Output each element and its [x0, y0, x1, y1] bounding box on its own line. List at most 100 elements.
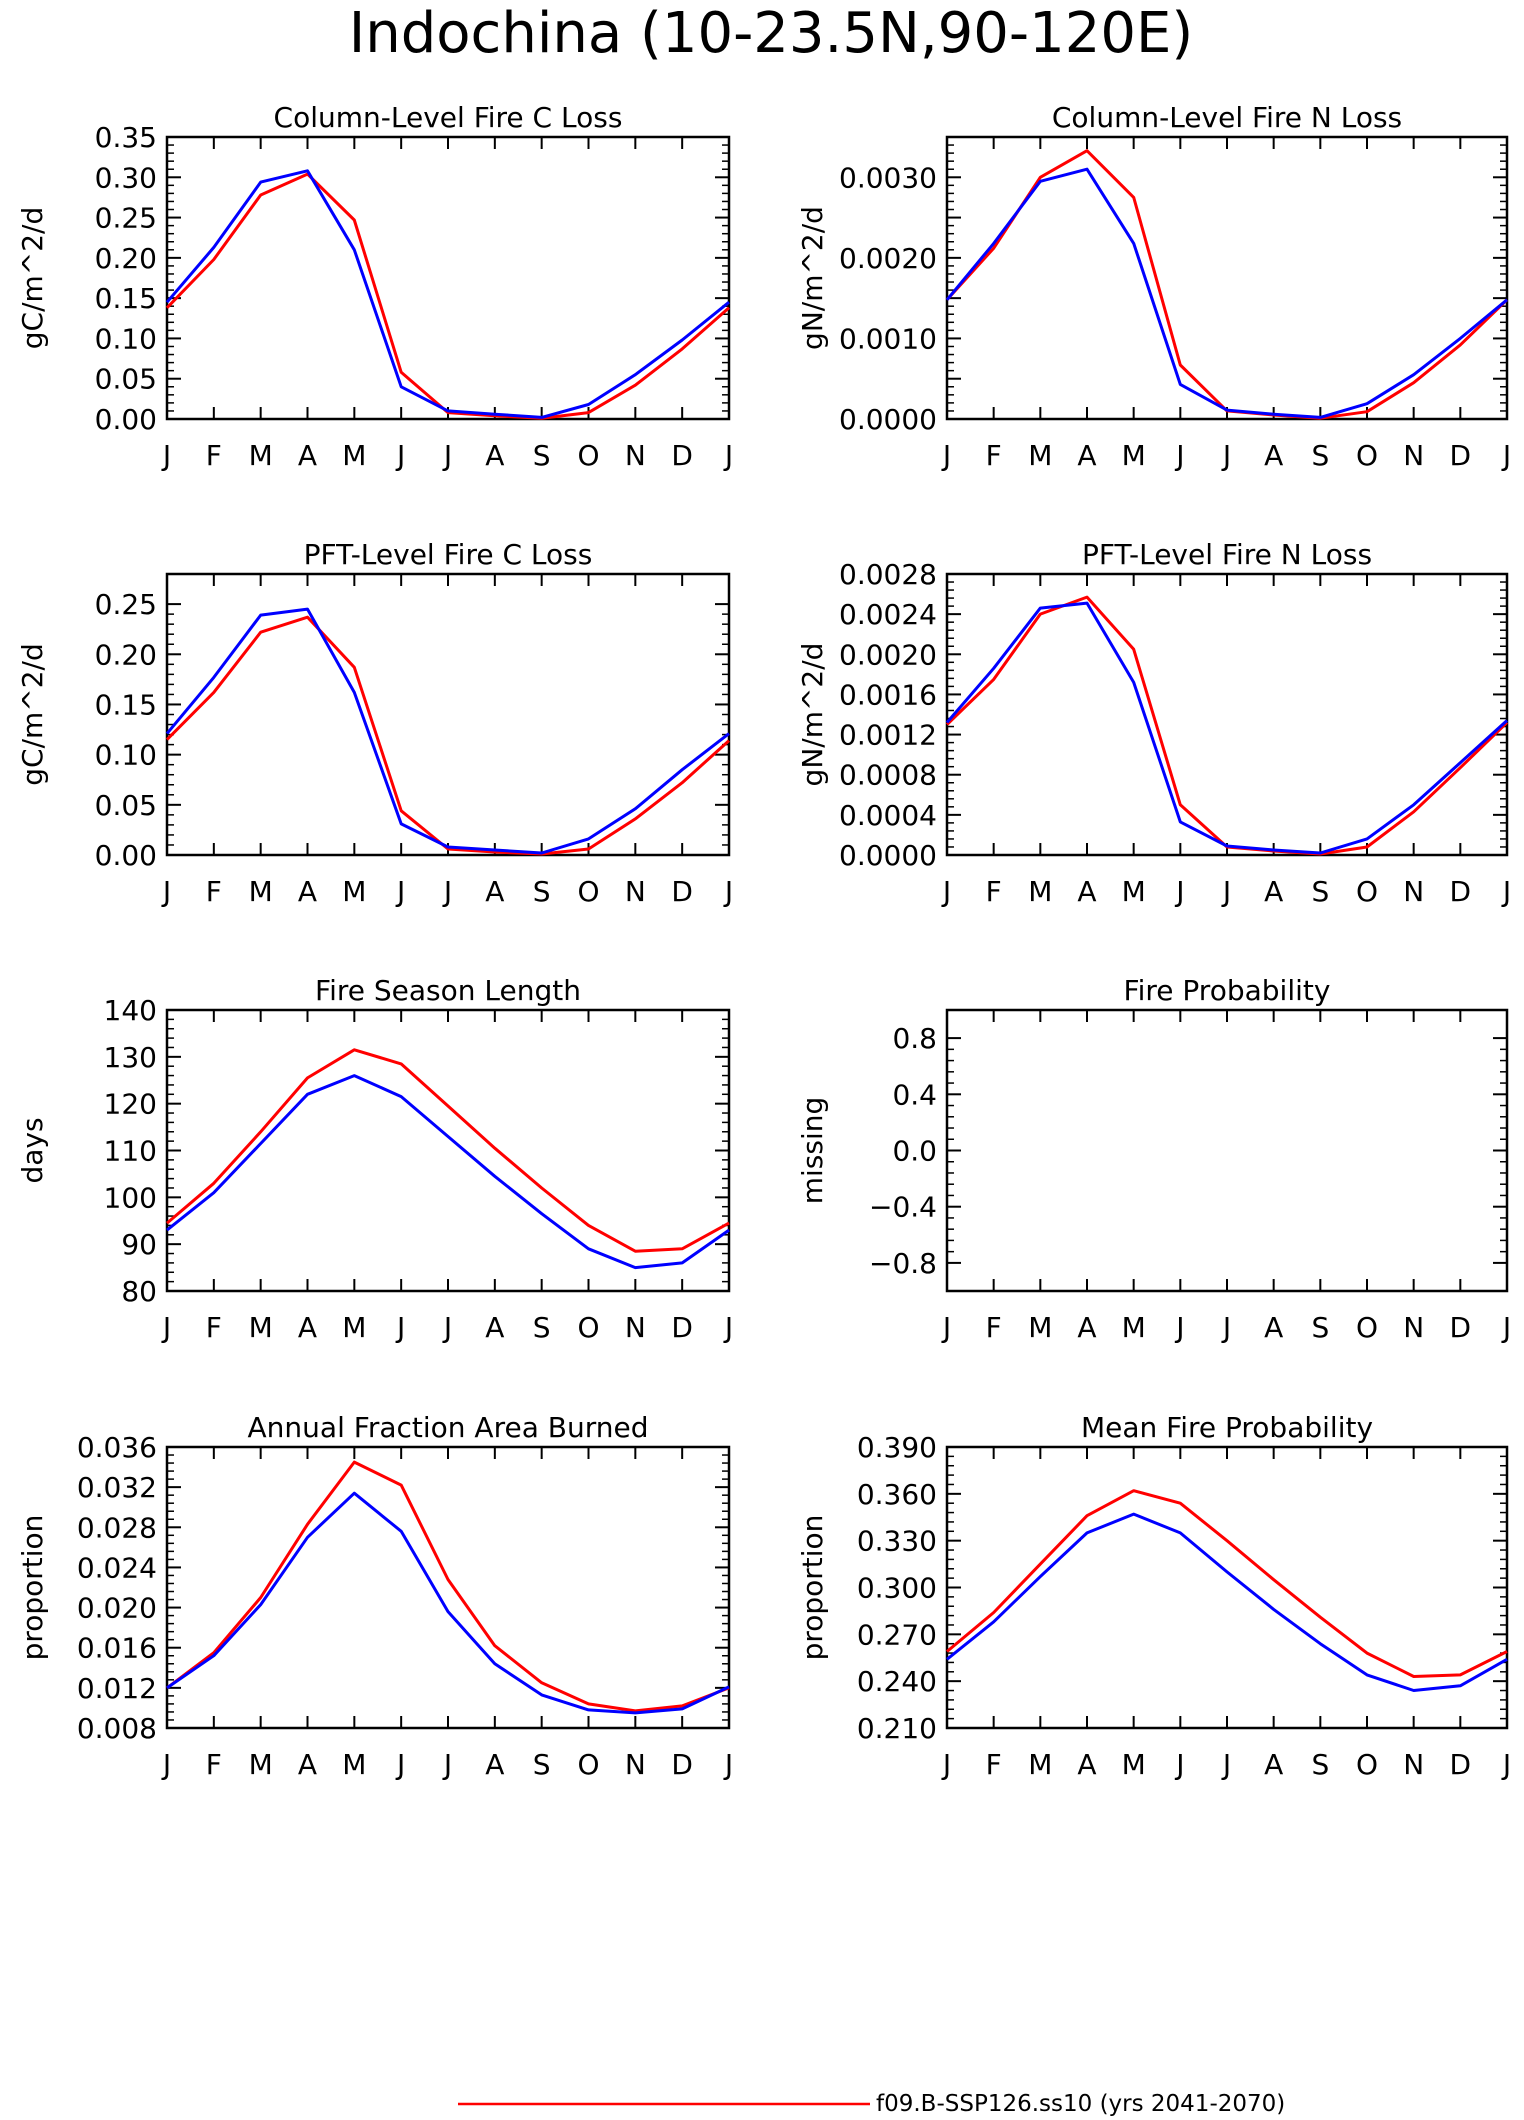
x-tick-label: A [485, 439, 504, 472]
x-tick-label: M [342, 1748, 366, 1781]
x-tick-label: A [298, 1748, 317, 1781]
legend-label: f09.B-SSP126.ss10 (yrs 2041-2070) [876, 2091, 1285, 2117]
plot-frame [945, 572, 1509, 857]
x-tick-label: M [1122, 439, 1146, 472]
x-tick-label: J [723, 1748, 733, 1781]
series-line [946, 1512, 1508, 1692]
y-axis-label: missing [796, 1097, 829, 1205]
x-tick-label: S [533, 1748, 551, 1781]
x-tick-label: S [1311, 1748, 1329, 1781]
y-axis-label: gN/m^2/d [796, 643, 829, 787]
chart-title: Column-Level Fire N Loss [1052, 101, 1402, 134]
x-tick-label: A [485, 1311, 504, 1344]
x-tick-label: J [1221, 875, 1231, 908]
y-tick-label: 0.028 [77, 1511, 157, 1544]
y-tick-label: 0.0004 [839, 799, 937, 832]
y-tick-label: 0.0024 [839, 598, 937, 631]
y-tick-label: 0.240 [857, 1665, 937, 1698]
x-tick-label: A [298, 1311, 317, 1344]
chart-title: PFT-Level Fire C Loss [304, 538, 593, 571]
x-tick-label: J [161, 875, 171, 908]
y-tick-label: −0.8 [869, 1247, 937, 1280]
x-tick-label: D [1450, 1311, 1472, 1344]
x-tick-label: J [1501, 1748, 1511, 1781]
y-tick-label: 140 [104, 994, 157, 1027]
series-line [166, 1074, 730, 1270]
x-tick-label: O [1356, 1311, 1378, 1344]
x-tick-label: D [1450, 439, 1472, 472]
y-tick-label: 80 [121, 1275, 157, 1308]
y-tick-label: 0.0 [892, 1135, 937, 1168]
x-tick-label: M [1028, 439, 1052, 472]
y-axis-label: gC/m^2/d [16, 643, 49, 786]
y-tick-label: 0.024 [77, 1551, 157, 1584]
x-tick-label: J [941, 875, 951, 908]
x-tick-label: S [533, 439, 551, 472]
x-tick-label: F [986, 1311, 1002, 1344]
chart-title: Column-Level Fire C Loss [274, 101, 623, 134]
x-tick-label: F [986, 875, 1002, 908]
x-tick-label: J [1501, 875, 1511, 908]
x-tick-label: J [442, 1748, 452, 1781]
y-tick-label: 0.4 [892, 1078, 937, 1111]
y-tick-label: 0.012 [77, 1672, 157, 1705]
x-tick-label: J [1221, 1748, 1231, 1781]
y-tick-label: 0.25 [95, 588, 157, 621]
y-tick-label: 0.10 [95, 322, 157, 355]
x-tick-label: M [1122, 1748, 1146, 1781]
x-tick-label: F [206, 439, 222, 472]
y-tick-label: 0.330 [857, 1525, 937, 1558]
x-tick-label: J [395, 1311, 405, 1344]
y-tick-label: 0.0020 [839, 242, 937, 275]
series-line [165, 615, 731, 856]
x-tick-label: S [1311, 439, 1329, 472]
x-tick-label: F [206, 875, 222, 908]
y-tick-label: 0.0008 [839, 759, 937, 792]
x-tick-label: M [1028, 1748, 1052, 1781]
x-tick-label: J [723, 875, 733, 908]
x-tick-label: J [1174, 1311, 1184, 1344]
y-tick-label: 0.020 [77, 1592, 157, 1625]
x-tick-label: D [671, 439, 693, 472]
x-tick-label: M [1122, 1311, 1146, 1344]
x-tick-label: J [161, 439, 171, 472]
x-tick-label: N [1403, 875, 1424, 908]
x-tick-label: A [1077, 1748, 1096, 1781]
x-tick-label: M [249, 1748, 273, 1781]
y-tick-label: 0.0016 [839, 678, 937, 711]
x-tick-label: J [395, 875, 405, 908]
y-tick-label: −0.4 [869, 1191, 937, 1224]
x-tick-label: J [395, 1748, 405, 1781]
x-tick-label: J [941, 439, 951, 472]
y-tick-label: 0.390 [857, 1431, 937, 1464]
y-axis-label: gC/m^2/d [16, 207, 49, 350]
series-line [166, 1460, 730, 1713]
y-tick-label: 0.0000 [839, 403, 937, 436]
x-tick-label: D [1450, 875, 1472, 908]
series-line [165, 607, 730, 855]
series-line [945, 149, 1509, 420]
y-tick-label: 0.0000 [839, 839, 937, 872]
x-tick-label: A [1264, 1311, 1283, 1344]
x-tick-label: J [161, 1748, 171, 1781]
x-tick-label: J [442, 1311, 452, 1344]
series-line [166, 1048, 730, 1253]
y-tick-label: 100 [104, 1181, 157, 1214]
x-tick-label: D [671, 1748, 693, 1781]
x-tick-label: D [671, 1311, 693, 1344]
y-tick-label: 0.8 [892, 1022, 937, 1055]
x-tick-label: O [577, 875, 599, 908]
x-tick-label: M [342, 875, 366, 908]
chart-title: Fire Season Length [315, 974, 581, 1007]
series-line [945, 595, 1509, 856]
x-tick-label: M [1028, 875, 1052, 908]
x-tick-label: J [723, 1311, 733, 1344]
x-tick-label: N [625, 1311, 646, 1344]
x-tick-label: A [485, 1748, 504, 1781]
